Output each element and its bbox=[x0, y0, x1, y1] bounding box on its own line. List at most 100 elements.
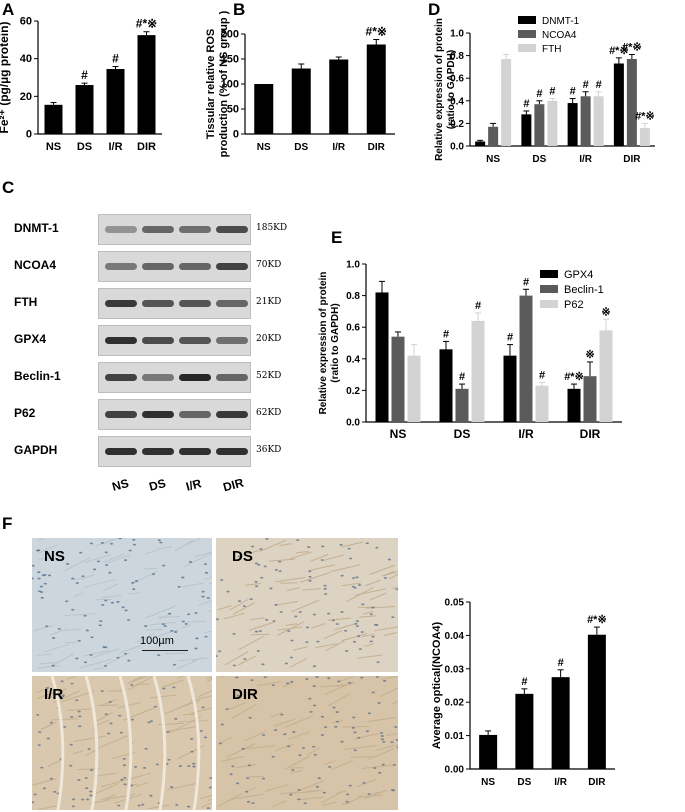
micrograph-nucleus bbox=[32, 577, 34, 580]
micrograph-nucleus bbox=[263, 676, 267, 679]
micrograph-fiber bbox=[381, 570, 395, 577]
micrograph-nucleus bbox=[121, 606, 125, 609]
micrograph-fiber bbox=[327, 617, 351, 621]
micrograph-nucleus bbox=[89, 790, 93, 793]
micrograph-nucleus bbox=[361, 603, 365, 606]
micrograph-nucleus bbox=[265, 538, 269, 540]
micrograph-fiber bbox=[250, 633, 270, 636]
blot-strip bbox=[98, 399, 251, 430]
micrograph-fiber bbox=[356, 779, 376, 788]
micrograph-nucleus bbox=[317, 777, 321, 779]
chart-e-annotation: #*※ bbox=[564, 371, 584, 383]
micrograph-fiber bbox=[149, 694, 176, 699]
blot-band bbox=[105, 448, 137, 455]
micrograph-fiber bbox=[95, 538, 116, 547]
micrograph-fiber bbox=[167, 783, 196, 791]
micrograph-nucleus bbox=[174, 717, 178, 720]
chart-b-ytick-label: 200 bbox=[221, 29, 239, 41]
micrograph-fiber bbox=[341, 541, 363, 548]
micrograph-nucleus bbox=[181, 620, 185, 623]
chart-e-ytick-label: 0.4 bbox=[346, 354, 360, 365]
micrograph-fiber bbox=[310, 623, 326, 629]
micrograph-fiber bbox=[289, 657, 308, 668]
micrograph-fiber bbox=[208, 609, 212, 613]
micrograph-fiber bbox=[284, 755, 311, 770]
chart-e-annotation: # bbox=[539, 370, 545, 382]
micrograph-nucleus bbox=[201, 590, 205, 593]
micrograph-nucleus bbox=[357, 635, 361, 638]
micrograph-nucleus bbox=[375, 546, 379, 549]
micrograph-nucleus bbox=[194, 647, 198, 650]
micrograph-nucleus bbox=[124, 609, 128, 612]
micrograph-nucleus bbox=[315, 676, 319, 678]
micrograph-nucleus bbox=[118, 714, 122, 717]
micrograph-nucleus bbox=[320, 559, 324, 561]
micrograph-nucleus bbox=[327, 612, 331, 615]
chart-a-bar-0 bbox=[44, 104, 63, 134]
micrograph-nucleus bbox=[396, 746, 398, 749]
micrograph-fiber bbox=[52, 653, 75, 666]
micrograph-nucleus bbox=[371, 635, 375, 638]
micrograph-fiber bbox=[366, 605, 395, 609]
micrograph-nucleus bbox=[246, 777, 250, 780]
micrograph-fiber bbox=[289, 551, 312, 560]
micrograph-nucleus bbox=[46, 737, 50, 740]
micrograph-nucleus bbox=[335, 623, 339, 625]
micrograph-fiber bbox=[103, 553, 125, 563]
micrograph-fiber bbox=[32, 778, 56, 786]
panel-letter-c: C bbox=[2, 178, 15, 197]
chart-e-bar-beclin-1-1 bbox=[455, 388, 469, 422]
micrograph-nucleus bbox=[184, 622, 188, 625]
blot-band bbox=[142, 226, 174, 233]
micrograph-nucleus bbox=[335, 711, 339, 713]
micrograph-nucleus bbox=[250, 545, 255, 548]
micrograph-nucleus bbox=[79, 551, 83, 554]
micrograph-fiber bbox=[39, 661, 60, 665]
micrograph-fiber bbox=[64, 613, 96, 616]
chart-a-xtick-label: I/R bbox=[108, 141, 122, 153]
micrograph-nucleus bbox=[45, 625, 49, 628]
blot-band bbox=[179, 411, 211, 418]
blot-band bbox=[216, 448, 248, 455]
chart-e-annotation: # bbox=[475, 300, 481, 312]
micrograph-fiber bbox=[162, 679, 184, 688]
micrograph-dir: DIR bbox=[216, 676, 398, 810]
chart-e-legend-swatch bbox=[540, 270, 558, 278]
blot-band bbox=[142, 374, 174, 381]
micrograph-fiber bbox=[249, 617, 265, 621]
micrograph-fiber bbox=[41, 723, 52, 730]
chart-d-bar-ncoa4-2 bbox=[580, 96, 591, 146]
micrograph-nucleus bbox=[236, 696, 240, 699]
micrograph-nucleus bbox=[37, 744, 41, 747]
micrograph-ns: NS bbox=[32, 538, 212, 672]
micrograph-nucleus bbox=[130, 784, 134, 787]
micrograph-nucleus bbox=[274, 568, 278, 571]
micrograph-fiber bbox=[388, 573, 398, 580]
blot-size-label: 36KD bbox=[256, 445, 282, 455]
micrograph-nucleus bbox=[131, 581, 135, 584]
micrograph-nucleus bbox=[378, 771, 382, 774]
micrograph-nucleus bbox=[321, 545, 325, 548]
micrograph-nucleus bbox=[248, 716, 252, 719]
chart-d-bar-fth-3 bbox=[639, 127, 650, 146]
micrograph-fiber bbox=[284, 715, 313, 728]
blot-band bbox=[216, 263, 248, 270]
micrograph-nucleus bbox=[231, 765, 235, 768]
chart-d-ytick-label: 0.2 bbox=[450, 119, 464, 130]
micrograph-nucleus bbox=[391, 616, 395, 619]
chart-e-legend-label: P62 bbox=[564, 299, 584, 311]
chart-f-ytick-label: 0.01 bbox=[445, 731, 465, 742]
micrograph-nucleus bbox=[269, 587, 273, 590]
micrograph-nucleus bbox=[273, 729, 278, 731]
chart-e-legend-label: Beclin-1 bbox=[564, 284, 604, 296]
micrograph-nucleus bbox=[337, 680, 341, 683]
micrograph-fiber bbox=[181, 624, 192, 629]
micrograph-nucleus bbox=[167, 758, 171, 761]
micrograph-fiber bbox=[368, 748, 395, 760]
micrograph-fiber bbox=[336, 682, 355, 688]
micrograph-nucleus bbox=[298, 611, 302, 613]
micrograph-nucleus bbox=[70, 682, 74, 685]
micrograph-nucleus bbox=[71, 798, 76, 801]
chart-e-bar-p62-1 bbox=[471, 320, 485, 422]
chart-a-ytick-label: 60 bbox=[20, 16, 32, 28]
